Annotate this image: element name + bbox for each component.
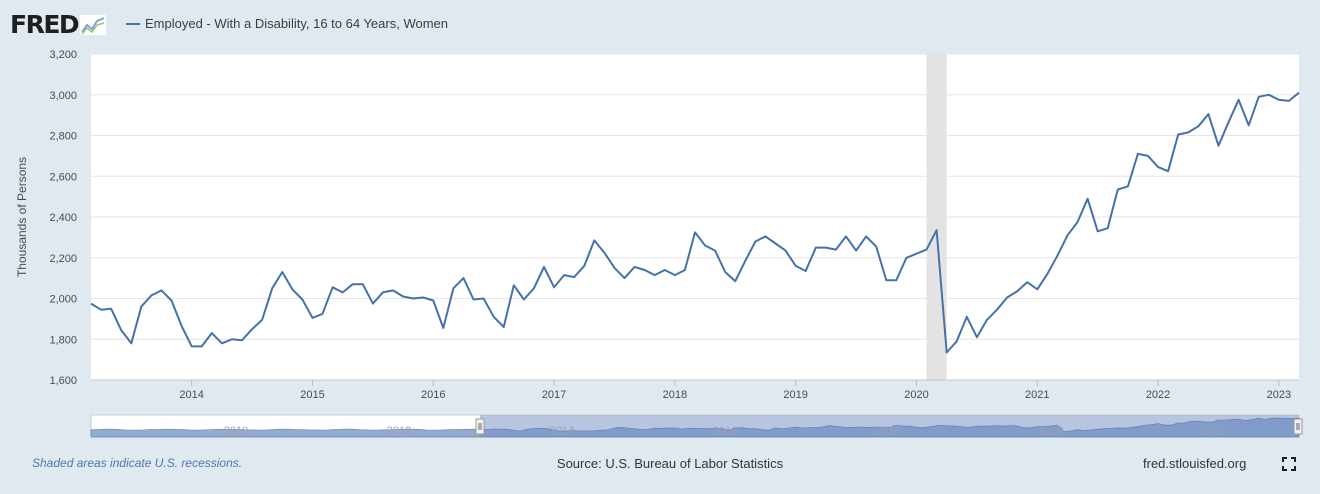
x-tick-label: 2014 [179,389,203,401]
navigator-label: 2016 [713,425,737,437]
legend-label: Employed - With a Disability, 16 to 64 Y… [145,16,448,31]
fred-logo[interactable]: FRED [10,10,107,39]
x-tick-label: 2017 [542,389,566,401]
y-tick-label: 3,200 [49,49,77,61]
navigator-series [90,417,1300,438]
series-line [90,91,1300,354]
y-tick-label: 2,000 [49,294,77,306]
navigator-label: 2020 [1039,425,1063,437]
navigator-label: 2010 [224,425,248,437]
legend[interactable]: Employed - With a Disability, 16 to 64 Y… [126,16,448,31]
site-link[interactable]: fred.stlouisfed.org [1143,456,1247,471]
y-tick-label: 2,800 [49,131,77,143]
navigator-right-handle[interactable] [1293,418,1303,435]
navigator-label: 2012 [387,425,411,437]
y-tick-label: 2,600 [49,171,77,183]
x-tick-label: 2019 [783,389,807,401]
x-tick-label: 2021 [1025,389,1049,401]
navigator-left-handle[interactable] [475,418,485,435]
fullscreen-icon[interactable] [1281,456,1297,472]
x-tick-label: 2016 [421,389,445,401]
x-tick-label: 2015 [300,389,324,401]
y-axis-title: Thousands of Persons [15,157,29,277]
y-tick-label: 1,600 [49,375,77,387]
x-tick-label: 2018 [663,389,687,401]
chart-logo-icon [80,14,107,35]
source-note: Source: U.S. Bureau of Labor Statistics [556,456,784,471]
y-tick-label: 2,200 [49,253,77,265]
x-tick-label: 2022 [1146,389,1170,401]
navigator-label: 2014 [550,425,574,437]
y-tick-label: 2,400 [49,212,77,224]
legend-swatch [126,22,140,25]
x-tick-label: 2020 [904,389,928,401]
line-chart: 1,600 1,800 2,000 2,200 2,400 2,600 2,800 3,000… [15,49,1303,438]
y-tick-label: 3,000 [49,90,77,102]
y-tick-label: 1,800 [49,334,77,346]
navigator-label: 2022 [1202,425,1226,437]
x-tick-label: 2023 [1267,389,1291,401]
logo-text: FRED [10,10,80,39]
navigator-label: 2018 [876,425,900,437]
recession-note: Shaded areas indicate U.S. recessions. [32,456,243,470]
